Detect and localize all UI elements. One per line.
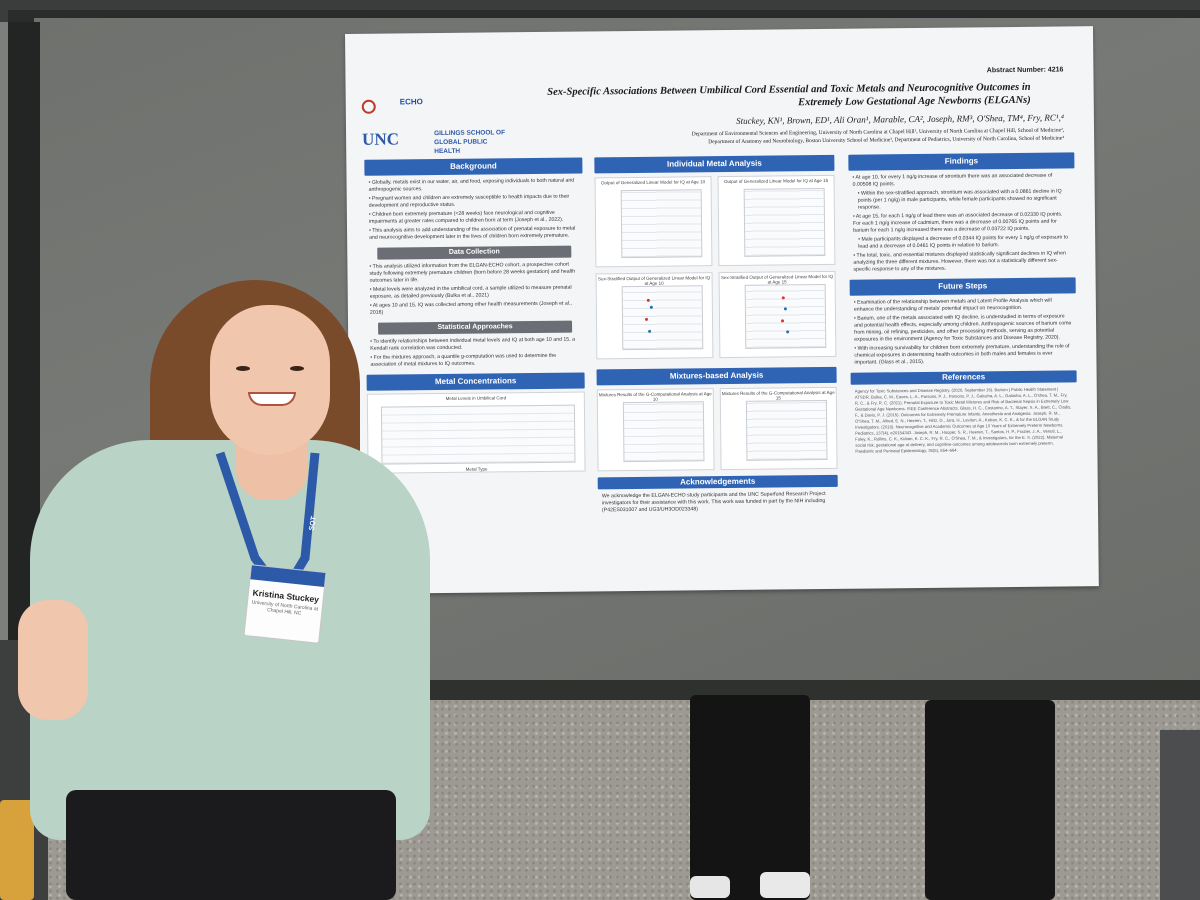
metal-figure-xlabel: Metal Type — [465, 466, 488, 472]
future-steps-text: • Examination of the relationship betwee… — [850, 293, 1077, 372]
finding-bullet: • Male participants displayed a decrease… — [858, 234, 1069, 250]
presenter-face — [210, 305, 330, 455]
data-bullet: • This analysis utilized information fro… — [369, 261, 576, 284]
data-bullet: • At ages 10 and 15, IQ was collected am… — [369, 300, 572, 316]
statistical-text: • To identify relationships between indi… — [366, 333, 584, 375]
plot-point — [785, 329, 789, 334]
future-bullet: • Examination of the relationship betwee… — [853, 297, 1052, 313]
metal-figure-title: Metal Levels in Umbilical Cord — [445, 395, 507, 401]
findings-text: • At age 10, for every 1 ng/g increase o… — [848, 168, 1075, 279]
person-legs-right — [925, 700, 1055, 900]
gillings-logo-text: GILLINGS SCHOOL OF GLOBAL PUBLIC HEALTH — [434, 129, 506, 156]
poster-affiliations: Department of Environmental Sciences and… — [544, 126, 1064, 147]
plot-point — [781, 296, 785, 300]
fig4-plot — [744, 283, 827, 349]
poster-column-middle: Individual Metal Analysis Output of Gene… — [594, 154, 838, 518]
mixtures-row: Mixtures Results of the G-Computational … — [596, 386, 838, 472]
plot-point — [783, 307, 787, 311]
plot-point — [645, 317, 649, 321]
glm-figures-row: Output of Generalized Linear Model for I… — [594, 174, 836, 268]
background-bullet: • Pregnant women and children are extrem… — [368, 193, 570, 209]
bag — [1160, 730, 1200, 900]
mixtures-age15-figure: Mixtures Results of the G-Computational … — [719, 386, 838, 471]
metal-concentrations-header: Metal Concentrations — [366, 372, 585, 391]
presenter-arm — [18, 600, 88, 720]
future-bullet: • With increasing survivability for chil… — [854, 343, 1070, 366]
plot-point — [649, 305, 653, 309]
sneaker — [760, 872, 810, 898]
sex-stratified-age15-figure: Sex-Stratified Output of Generalized Lin… — [718, 270, 837, 359]
glm-age10-figure: Output of Generalized Linear Model for I… — [594, 176, 713, 268]
background-bullet: • Globally, metals exist in our water, a… — [368, 177, 575, 193]
research-poster: Abstract Number: 4216 ECHO UNC GILLINGS … — [345, 26, 1099, 594]
sex-stratified-row: Sex-Stratified Output of Generalized Lin… — [595, 270, 837, 360]
abstract-number: Abstract Number: 4216 — [986, 66, 1064, 75]
echo-logo: ECHO — [399, 97, 423, 107]
background-bullet: • Children born extremely premature (<28… — [368, 209, 564, 225]
individual-metal-header: Individual Metal Analysis — [594, 154, 835, 174]
data-collection-text: • This analysis utilized information fro… — [365, 258, 584, 323]
smile — [248, 392, 296, 406]
presenter-pants — [66, 790, 396, 900]
person-legs-left — [690, 695, 810, 900]
finding-bullet: • The total, toxic, and essential mixtur… — [853, 250, 1066, 273]
mixtures-age10-figure: Mixtures Results of the G-Computational … — [596, 388, 715, 472]
poster-column-right: Findings • At age 10, for every 1 ng/g i… — [848, 152, 1077, 456]
elgan-logo-icon — [361, 99, 376, 114]
poster-logos: ECHO UNC GILLINGS SCHOOL OF GLOBAL PUBLI… — [360, 92, 521, 156]
unc-logo: UNC — [362, 129, 400, 149]
references-text: Agency for Toxic Substances and Disease … — [854, 386, 1072, 454]
fig2-title: Output of Generalized Linear Model for I… — [724, 177, 829, 185]
fig2-plot — [743, 187, 826, 257]
name-badge: Kristina Stuckey University of North Car… — [243, 564, 327, 644]
fig6-plot — [746, 399, 828, 461]
stat-bullet: • To identify relationships between indi… — [370, 336, 575, 352]
fig1-plot — [620, 189, 703, 259]
fig3-plot — [621, 285, 704, 351]
poster-authors: Stuckey, KN¹, Brown, ED¹, Ali Oran¹, Mar… — [736, 112, 1064, 126]
fig5-plot — [623, 401, 705, 463]
data-bullet: • Metal levels were analyzed in the umbi… — [369, 284, 572, 300]
plot-point — [648, 330, 652, 334]
fig1-title: Output of Generalized Linear Model for I… — [601, 179, 706, 186]
acknowledgements-text: We acknowledge the ELGAN-ECHO study part… — [601, 490, 826, 514]
water-bottle — [0, 800, 34, 900]
metal-levels-figure: Metal Levels in Umbilical Cord Metal Typ… — [366, 391, 586, 474]
mixtures-header: Mixtures-based Analysis — [596, 366, 837, 386]
background-bullet: • This analysis aims to add understandin… — [369, 225, 576, 241]
future-bullet: • Barium, one of the metals associated w… — [853, 313, 1072, 343]
stat-bullet: • For the mixtures approach, a quantile … — [370, 352, 557, 368]
sneaker — [690, 876, 730, 898]
finding-bullet: • At age 15, for each 1 ng/g of lead the… — [852, 211, 1063, 234]
boxplot-area — [380, 404, 576, 465]
poster-title: Sex-Specific Associations Between Umbili… — [511, 81, 1031, 112]
glm-age15-figure: Output of Generalized Linear Model for I… — [717, 174, 836, 267]
finding-bullet: • Within the sex-stratified approach, st… — [857, 188, 1062, 211]
eye — [236, 366, 250, 371]
plot-point — [780, 319, 784, 323]
sex-stratified-age10-figure: Sex-Stratified Output of Generalized Lin… — [595, 272, 714, 360]
eye — [290, 366, 304, 371]
plot-point — [646, 299, 650, 303]
poster-column-left: Background • Globally, metals exist in o… — [364, 157, 586, 474]
presenter-shirt — [30, 440, 430, 840]
finding-bullet: • At age 10, for every 1 ng/g increase o… — [852, 172, 1053, 188]
background-text: • Globally, metals exist in our water, a… — [364, 174, 583, 248]
